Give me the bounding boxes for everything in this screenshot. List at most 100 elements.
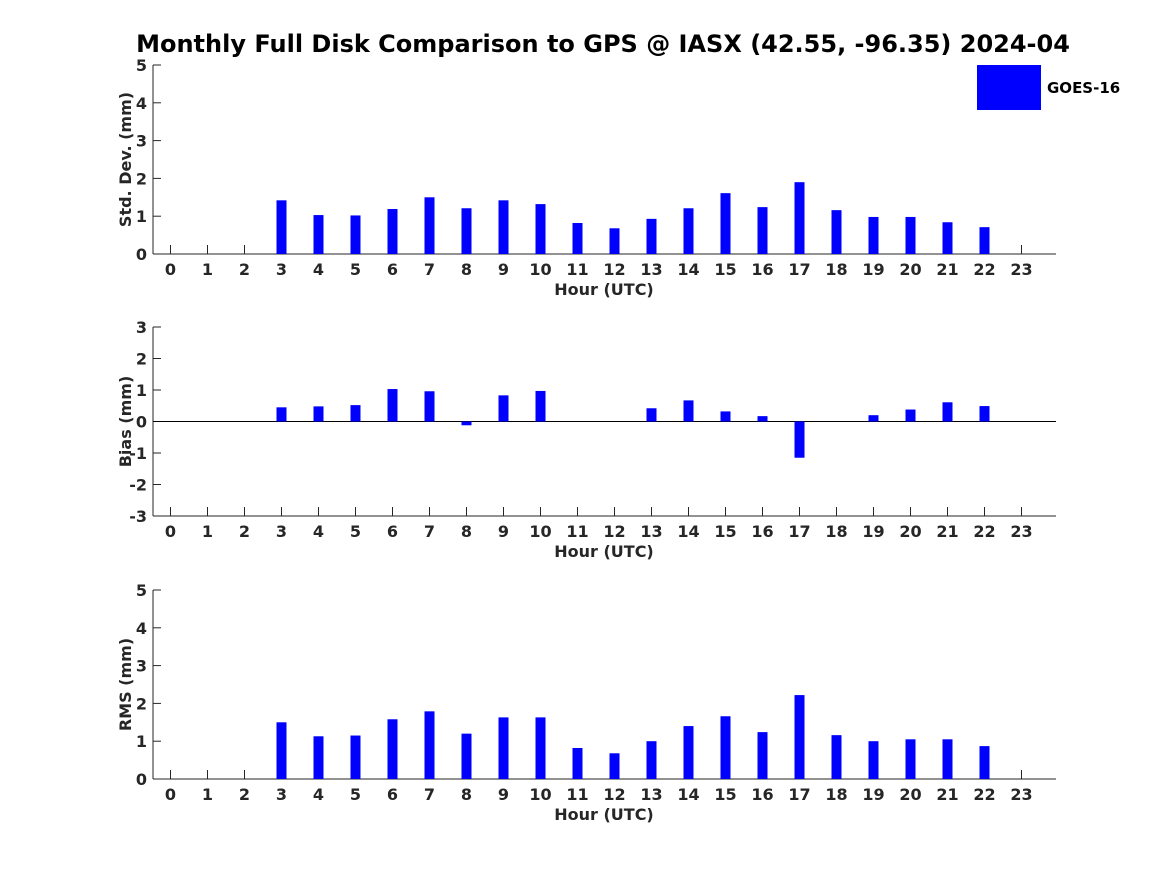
bar-hour-15	[720, 411, 731, 422]
bar-hour-18	[831, 210, 842, 254]
x-tick-label: 1	[202, 522, 213, 541]
x-tick-label: 12	[603, 522, 625, 541]
x-tick-label: 10	[529, 522, 551, 541]
bar-hour-10	[535, 717, 546, 779]
bar-hour-13	[646, 408, 657, 422]
y-tick-label: -2	[129, 476, 147, 495]
x-tick-label: 7	[424, 785, 435, 804]
x-tick-label: 22	[973, 785, 995, 804]
bar-hour-4	[313, 215, 324, 254]
y-tick-label: 3	[136, 132, 147, 151]
x-tick-label: 15	[714, 785, 736, 804]
x-tick-label: 15	[714, 522, 736, 541]
x-tick-label: 9	[498, 785, 509, 804]
x-tick-label: 19	[862, 260, 884, 279]
x-tick-label: 0	[165, 785, 176, 804]
bar-hour-11	[572, 223, 583, 254]
x-tick-label: 8	[461, 522, 472, 541]
x-axis-label: Hour (UTC)	[554, 280, 654, 299]
bar-hour-7	[424, 391, 435, 422]
x-tick-label: 6	[387, 260, 398, 279]
x-tick-label: 0	[165, 260, 176, 279]
x-tick-label: 8	[461, 260, 472, 279]
legend-label: GOES-16	[1047, 79, 1120, 97]
x-tick-label: 17	[788, 785, 810, 804]
bar-hour-16	[757, 732, 768, 779]
x-tick-label: 21	[936, 785, 958, 804]
y-tick-label: 2	[136, 350, 147, 369]
x-tick-label: 15	[714, 260, 736, 279]
x-tick-label: 2	[239, 522, 250, 541]
x-axis-label: Hour (UTC)	[554, 805, 654, 824]
y-tick-label: 0	[136, 245, 147, 264]
bar-hour-3	[276, 200, 287, 254]
bar-hour-20	[905, 216, 916, 254]
bar-hour-3	[276, 407, 287, 422]
x-tick-label: 8	[461, 785, 472, 804]
x-tick-label: 12	[603, 260, 625, 279]
y-tick-label: 4	[136, 94, 147, 113]
x-tick-label: 3	[276, 785, 287, 804]
bar-hour-18	[831, 735, 842, 779]
y-axis-label: Std. Dev. (mm)	[116, 92, 135, 227]
x-tick-label: 22	[973, 260, 995, 279]
x-tick-label: 9	[498, 522, 509, 541]
x-tick-label: 16	[751, 260, 773, 279]
x-tick-label: 17	[788, 522, 810, 541]
y-tick-label: 3	[136, 657, 147, 676]
bar-hour-17	[794, 421, 805, 458]
bar-hour-4	[313, 736, 324, 779]
y-axis-label: Bias (mm)	[116, 376, 135, 468]
y-axis-label: RMS (mm)	[116, 638, 135, 731]
bar-hour-20	[905, 409, 916, 422]
bar-hour-15	[720, 193, 731, 254]
bar-hour-15	[720, 716, 731, 779]
x-tick-label: 14	[677, 522, 699, 541]
bar-hour-5	[350, 405, 361, 422]
y-tick-label: -3	[129, 507, 147, 526]
x-tick-label: 5	[350, 260, 361, 279]
bar-hour-5	[350, 735, 361, 779]
bar-hour-4	[313, 406, 324, 422]
bar-hour-11	[572, 748, 583, 779]
bar-hour-19	[868, 415, 879, 422]
x-tick-label: 19	[862, 522, 884, 541]
x-tick-label: 6	[387, 785, 398, 804]
bar-hour-17	[794, 182, 805, 254]
x-tick-label: 22	[973, 522, 995, 541]
bar-hour-6	[387, 719, 398, 779]
bar-hour-9	[498, 717, 509, 779]
x-tick-label: 5	[350, 522, 361, 541]
bar-hour-16	[757, 207, 768, 254]
legend-swatch	[977, 65, 1041, 110]
x-tick-label: 5	[350, 785, 361, 804]
x-tick-label: 11	[566, 785, 588, 804]
bar-hour-17	[794, 695, 805, 779]
x-tick-label: 1	[202, 260, 213, 279]
bar-hour-9	[498, 395, 509, 422]
x-tick-label: 2	[239, 785, 250, 804]
y-tick-label: 5	[136, 56, 147, 75]
x-tick-label: 23	[1010, 785, 1032, 804]
x-tick-label: 23	[1010, 260, 1032, 279]
bar-hour-12	[609, 753, 620, 779]
x-tick-label: 7	[424, 522, 435, 541]
x-tick-label: 16	[751, 522, 773, 541]
bar-hour-10	[535, 204, 546, 254]
x-tick-label: 14	[677, 260, 699, 279]
x-tick-label: 12	[603, 785, 625, 804]
bar-hour-3	[276, 722, 287, 779]
x-tick-label: 0	[165, 522, 176, 541]
bar-hour-20	[905, 739, 916, 779]
y-tick-label: 3	[136, 318, 147, 337]
bar-hour-19	[868, 741, 879, 779]
x-tick-label: 14	[677, 785, 699, 804]
x-tick-label: 18	[825, 522, 847, 541]
x-tick-label: 4	[313, 522, 324, 541]
y-tick-label: 4	[136, 619, 147, 638]
bar-hour-22	[979, 227, 990, 254]
x-tick-label: 10	[529, 785, 551, 804]
y-tick-label: 0	[136, 413, 147, 432]
